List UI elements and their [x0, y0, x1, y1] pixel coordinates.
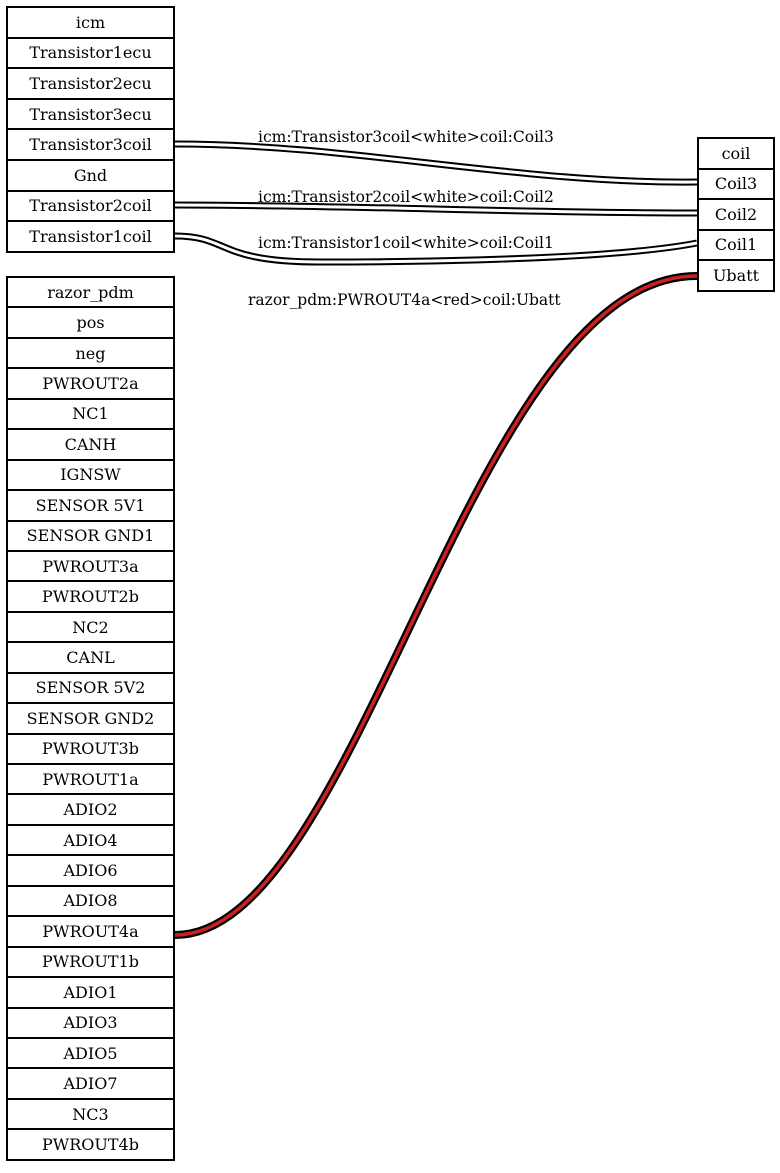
wire-color [174, 274, 698, 937]
icm-pin-transistor3coil: Transistor3coil [6, 128, 175, 161]
icm-pin-transistor1coil: Transistor1coil [6, 220, 175, 253]
razor-pin-pwrout4a: PWROUT4a [6, 915, 175, 948]
razor-pin-pwrout4b: PWROUT4b [6, 1128, 175, 1161]
wire-transistor1coil-coil1 [174, 232, 698, 266]
icm-title: icm [6, 6, 175, 39]
razor-pin-canh: CANH [6, 428, 175, 461]
razor-pin-adio6: ADIO6 [6, 854, 175, 887]
coil-pin-coil1: Coil1 [697, 228, 775, 261]
wire-pwrout4a-ubatt [174, 271, 698, 939]
razor-pdm-title: razor_pdm [6, 276, 175, 309]
wire-color [174, 142, 698, 184]
icm-connector: icm Transistor1ecu Transistor2ecu Transi… [6, 6, 175, 253]
edge-label-ubatt: razor_pdm:PWROUT4a<red>coil:Ubatt [248, 291, 561, 309]
edge-label-coil3: icm:Transistor3coil<white>coil:Coil3 [258, 128, 554, 146]
edge-label-coil2: icm:Transistor2coil<white>coil:Coil2 [258, 188, 554, 206]
coil-title: coil [697, 137, 775, 170]
razor-pdm-connector: razor_pdm pos neg PWROUT2a NC1 CANH IGNS… [6, 276, 175, 1161]
edge-label-coil1: icm:Transistor1coil<white>coil:Coil1 [258, 234, 554, 252]
coil-pin-ubatt: Ubatt [697, 259, 775, 292]
razor-pin-sensor-5v1: SENSOR 5V1 [6, 489, 175, 522]
icm-pin-transistor2coil: Transistor2coil [6, 189, 175, 223]
razor-pin-adio5: ADIO5 [6, 1036, 175, 1070]
razor-pin-nc2: NC2 [6, 610, 175, 644]
razor-pin-pwrout1a: PWROUT1a [6, 763, 175, 796]
razor-pin-sensor-5v2: SENSOR 5V2 [6, 671, 175, 705]
razor-pin-pwrout2b: PWROUT2b [6, 580, 175, 613]
wire-transistor2coil-coil2 [174, 201, 698, 217]
coil-connector: coil Coil3 Coil2 Coil1 Ubatt [697, 137, 775, 292]
wire-color [174, 203, 698, 215]
wire-transistor3coil-coil3 [174, 140, 698, 186]
wire-color [174, 234, 698, 264]
razor-pin-pwrout2a: PWROUT2a [6, 367, 175, 400]
razor-pin-ignsw: IGNSW [6, 458, 175, 492]
razor-pin-sensor-gnd1: SENSOR GND1 [6, 519, 175, 552]
icm-pin-transistor2ecu: Transistor2ecu [6, 67, 175, 100]
razor-pin-adio7: ADIO7 [6, 1067, 175, 1100]
